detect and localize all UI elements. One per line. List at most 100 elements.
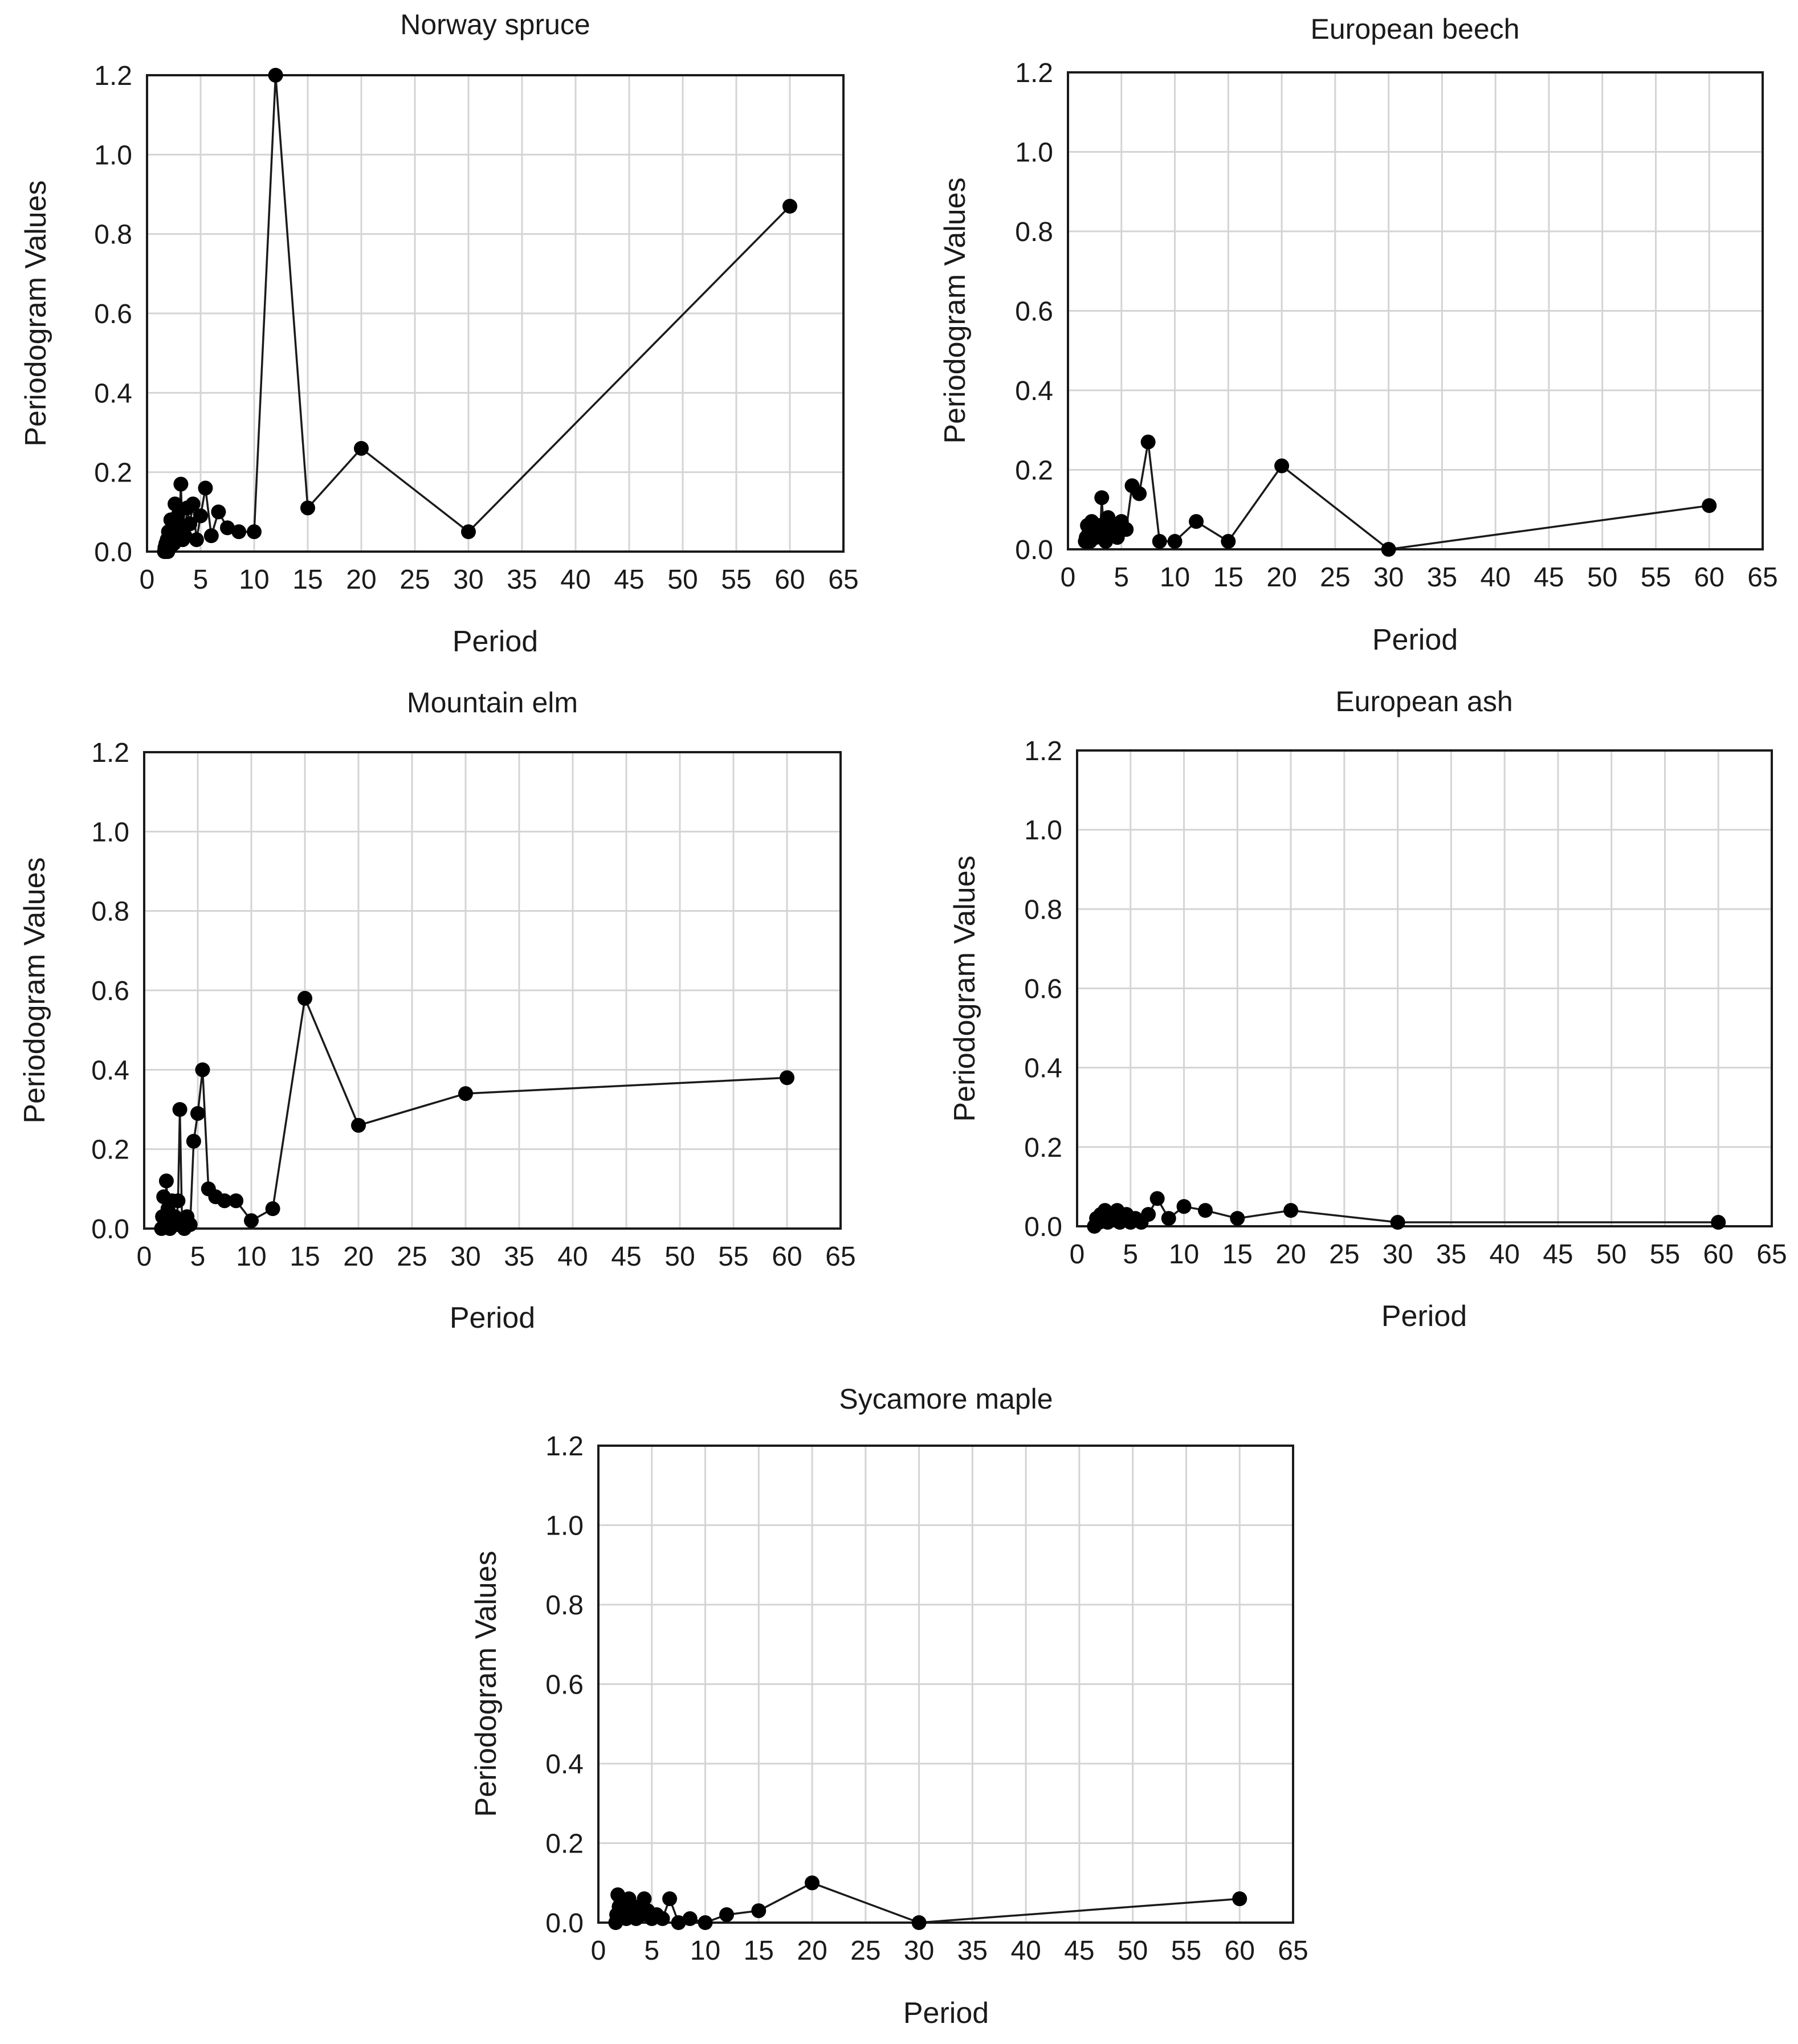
data-point <box>198 480 213 496</box>
x-tick-label: 0 <box>591 1936 606 1966</box>
data-point <box>1176 1199 1192 1214</box>
y-tick-label: 0.0 <box>94 537 132 568</box>
data-point <box>1702 498 1717 513</box>
data-point <box>1161 1211 1176 1226</box>
x-axis-label: Period <box>1372 623 1458 656</box>
data-point <box>186 1133 201 1149</box>
data-point <box>1232 1891 1247 1907</box>
y-tick-label: 0.2 <box>545 1829 584 1859</box>
data-point <box>172 1102 187 1117</box>
data-point <box>1140 434 1156 450</box>
data-point <box>265 1201 280 1217</box>
y-tick-label: 0.8 <box>91 897 129 927</box>
y-tick-label: 1.2 <box>1024 736 1062 766</box>
x-tick-label: 45 <box>1543 1239 1573 1270</box>
chart-title: European beech <box>1311 13 1520 45</box>
data-point <box>268 68 283 83</box>
x-tick-label: 30 <box>1373 562 1404 593</box>
y-tick-label: 0.2 <box>1015 456 1053 486</box>
data-point <box>805 1875 820 1891</box>
data-point <box>1094 490 1110 505</box>
data-point <box>229 1193 244 1209</box>
data-point <box>231 524 247 540</box>
x-tick-label: 10 <box>236 1242 266 1272</box>
x-tick-label: 5 <box>644 1936 659 1966</box>
x-tick-label: 20 <box>1266 562 1296 593</box>
y-tick-label: 0.8 <box>545 1590 584 1621</box>
x-tick-label: 50 <box>667 565 698 595</box>
x-tick-label: 40 <box>1010 1936 1041 1966</box>
y-axis-label: Periodogram Values <box>939 177 972 443</box>
x-tick-label: 65 <box>1747 562 1777 593</box>
panel-european-ash: European ash Period Periodogram Values 0… <box>948 686 1787 1333</box>
data-point <box>182 516 198 532</box>
x-tick-label: 20 <box>343 1242 373 1272</box>
data-point <box>682 1911 698 1927</box>
data-point <box>461 524 476 540</box>
y-tick-label: 0.4 <box>91 1055 129 1086</box>
y-tick-label: 0.6 <box>94 299 132 329</box>
x-tick-label: 15 <box>1213 562 1243 593</box>
x-tick-label: 55 <box>718 1242 748 1272</box>
data-point <box>1141 1207 1156 1222</box>
y-tick-label: 0.6 <box>91 976 129 1006</box>
panel-sycamore-maple: Sycamore maple Period Periodogram Values… <box>470 1383 1308 2030</box>
x-tick-label: 15 <box>744 1936 774 1966</box>
x-tick-label: 60 <box>1694 562 1724 593</box>
x-tick-label: 0 <box>1061 562 1076 593</box>
x-tick-label: 50 <box>1587 562 1617 593</box>
plot-area: 0 5 10 15 20 25 30 35 40 45 50 55 60 65 0.0 0.2 0.4 0.6 0.… <box>94 61 858 595</box>
x-axis-label: Period <box>903 1997 989 2030</box>
data-point <box>173 476 189 492</box>
data-point <box>1230 1211 1245 1226</box>
data-point <box>190 1105 205 1121</box>
data-point <box>217 1193 232 1209</box>
x-tick-label: 0 <box>137 1242 152 1272</box>
x-tick-label: 35 <box>504 1242 534 1272</box>
data-point <box>1152 534 1167 549</box>
plot-area: 0 5 10 15 20 25 30 35 40 45 50 55 60 65 0.0 0.2 0.4 0.6 0.… <box>1024 736 1787 1270</box>
plot-frame <box>1067 71 1764 550</box>
data-point <box>1221 534 1236 549</box>
x-tick-label: 5 <box>193 565 209 595</box>
y-tick-label: 0.0 <box>545 1908 584 1939</box>
y-axis-label: Periodogram Values <box>470 1551 503 1817</box>
data-point <box>637 1891 652 1907</box>
plot-frame <box>1076 749 1773 1227</box>
x-tick-label: 15 <box>1222 1239 1253 1270</box>
x-tick-label: 25 <box>1329 1239 1359 1270</box>
data-point <box>177 528 193 544</box>
x-tick-label: 55 <box>721 565 751 595</box>
data-point <box>193 508 208 524</box>
x-tick-label: 60 <box>1225 1936 1255 1966</box>
x-tick-label: 40 <box>560 565 590 595</box>
x-tick-label: 0 <box>140 565 155 595</box>
x-axis-label: Period <box>452 625 538 658</box>
data-point <box>1189 514 1204 529</box>
x-tick-label: 25 <box>399 565 430 595</box>
y-axis-label: Periodogram Values <box>948 855 981 1121</box>
x-tick-label: 65 <box>1278 1936 1308 1966</box>
x-tick-label: 50 <box>1118 1936 1148 1966</box>
x-tick-label: 55 <box>1650 1239 1680 1270</box>
panel-mountain-elm: Mountain elm Period Periodogram Values 0… <box>18 687 856 1335</box>
y-tick-label: 1.0 <box>1015 138 1053 168</box>
y-tick-label: 1.0 <box>1024 815 1062 846</box>
data-point <box>1198 1203 1213 1218</box>
y-tick-label: 1.0 <box>545 1511 584 1541</box>
y-tick-label: 0.2 <box>91 1135 129 1165</box>
series-line <box>160 997 788 1230</box>
x-tick-label: 30 <box>1383 1239 1413 1270</box>
data-point <box>1119 522 1134 537</box>
x-tick-label: 10 <box>1160 562 1190 593</box>
y-tick-label: 0.6 <box>545 1670 584 1700</box>
x-tick-label: 60 <box>774 565 805 595</box>
x-tick-label: 10 <box>1169 1239 1199 1270</box>
x-tick-label: 30 <box>450 1242 480 1272</box>
data-point <box>1711 1215 1726 1230</box>
data-point <box>780 1070 794 1086</box>
chart-title: European ash <box>1335 686 1512 717</box>
data-point <box>698 1915 713 1930</box>
data-point <box>297 990 312 1006</box>
data-point <box>1167 534 1183 549</box>
